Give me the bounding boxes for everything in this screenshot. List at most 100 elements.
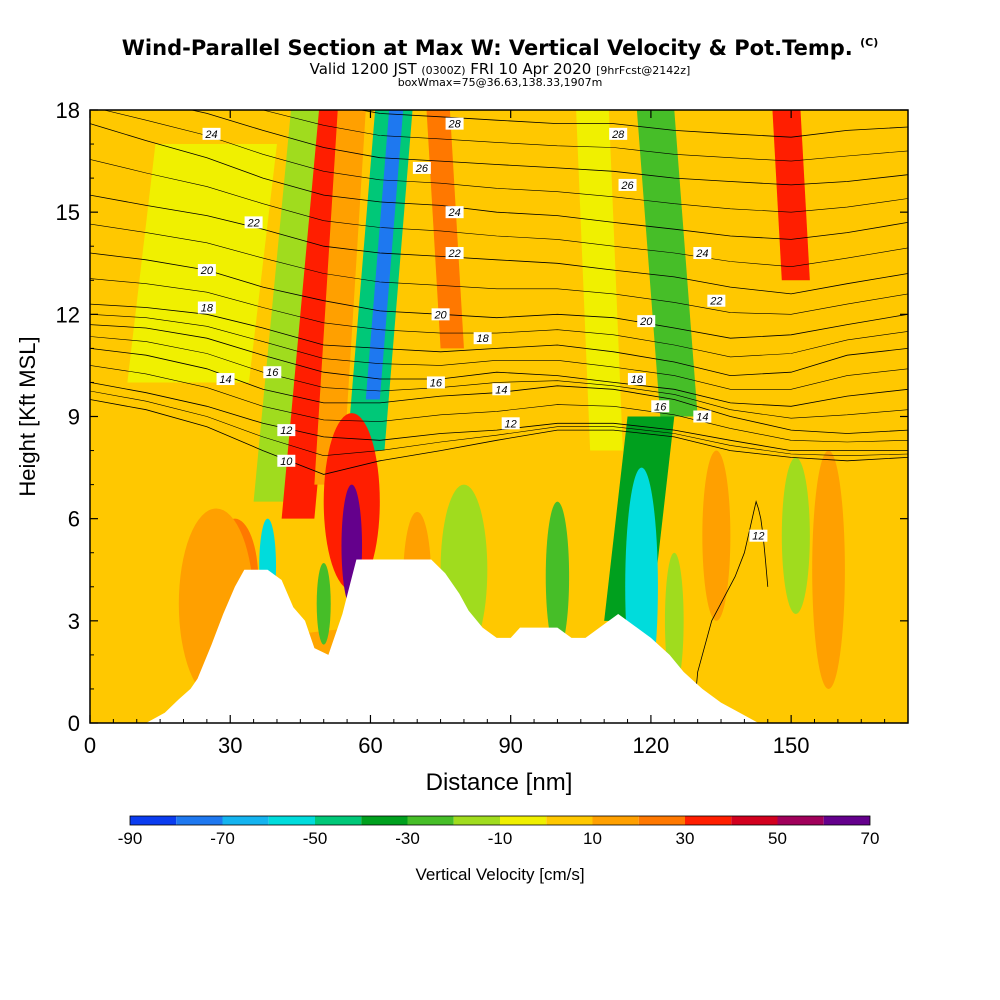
theta-contour-minor [90,223,908,315]
colorbar-tick-label: -70 [210,829,235,848]
theta-contour-minor [261,110,908,162]
contour-label-text: 26 [620,180,634,192]
contour-label-text: 16 [266,367,279,379]
contour-labels: 24 22 20 18 14 16 12 10 28 26 24 22 20 18 16 14 12 28 26 24… [197,117,768,543]
contour-label-bg [202,127,221,140]
velocity-blob [812,450,845,689]
valid-date: FRI 10 Apr 2020 [470,60,592,78]
contour-label-bg [473,332,492,345]
contour-label-20: 20 [431,308,450,321]
contour-label-text: 24 [447,207,460,219]
colorbar-swatch [638,816,685,825]
valid-time: Valid 1200 JST [309,60,417,78]
velocity-blob [664,552,684,689]
valid-utc: (0300Z) [421,64,466,77]
contour-label-bg [445,247,464,260]
axes: 0 30 60 90 120 150 0 3 6 9 12 15 18 Distance [nm] Heig… [15,98,908,796]
contour-label-bg [216,373,235,386]
contour-label-18: 18 [627,373,646,386]
velocity-band [426,110,464,349]
theta-contour-10 [90,399,908,475]
contour-label-bg [627,373,646,386]
theta-contour-12 [90,382,908,451]
y-tick-label: 6 [68,507,80,532]
contour-label-text: 22 [447,248,460,260]
theta-contour-24 [90,123,908,240]
contour-label-text: 28 [447,119,461,131]
contour-label-text: 10 [280,456,293,468]
colorbar-swatch [315,816,362,825]
contour-label-bg [445,117,464,130]
y-tick-label: 3 [68,609,80,634]
chart-title: Wind-Parallel Section at Max W: Vertical… [0,36,1000,60]
theta-contour-minor [90,314,908,390]
contour-label-18: 18 [473,332,492,345]
velocity-band [576,110,623,451]
contour-label-text: 24 [695,248,708,260]
terrain-mask [90,559,908,723]
contour-label-bg [277,454,296,467]
theta-contour-minor [90,365,908,443]
theta-contour-minor [102,110,908,213]
contour-label-10: 10 [277,454,296,468]
contour-label-bg [651,400,670,413]
contour-label-text: 14 [696,412,708,424]
contour-label-text: 28 [611,129,625,141]
theta-contour-minor [90,159,908,268]
contour-label-16: 16 [426,376,445,389]
contour-label-24: 24 [445,206,464,219]
contour-label-28: 28 [445,117,464,131]
colorbar-swatch [685,816,732,825]
contour-label-18: 18 [197,301,216,315]
contour-label-12: 12 [277,424,296,437]
theta-contour-26 [189,110,908,186]
theta-contour-28 [358,110,908,138]
contour-label-26: 26 [618,178,637,192]
theta-contour-20 [90,252,908,339]
contour-label-14: 14 [693,410,712,424]
velocity-band [636,110,698,417]
contour-label-text: 18 [477,333,490,345]
velocity-blob [702,450,731,621]
colorbar: -90 -70 -50 -30 -10 10 30 50 70 Vertical Velocity… [118,815,879,884]
contour-label-bg [637,315,656,328]
contour-label-12: 12 [501,417,520,430]
colorbar-swatch [130,816,177,825]
x-tick-label: 60 [358,733,382,758]
contour-label-text: 20 [200,265,214,277]
colorbar-swatch [823,816,870,825]
contour-label-bg [244,216,263,229]
contour-label-24: 24 [693,247,712,260]
y-tick-label: 0 [68,711,80,736]
theta-contour-18 [90,303,908,377]
box-info: boxWmax=75@36.63,138.33,1907m [397,76,603,89]
contour-label-bg [693,247,712,260]
colorbar-tick-label: -30 [395,829,420,848]
colorbar-swatch [500,816,547,825]
theta-contour-16 [90,324,908,407]
colorbar-swatch [222,816,269,825]
chart-subtitle: Valid 1200 JST (0300Z) FRI 10 Apr 2020 [… [0,60,1000,78]
terrain [90,559,908,723]
contour-label-text: 14 [495,384,507,396]
x-tick-label: 150 [773,733,810,758]
contour-label-22: 22 [244,216,263,229]
contour-label-14: 14 [492,383,511,396]
contour-label-text: 16 [430,377,443,389]
contour-label-text: 18 [201,303,214,315]
y-axis-label: Height [Kft MSL] [15,336,40,496]
y-tick-label: 18 [56,98,80,123]
contour-label-bg [426,376,445,389]
contour-label-text: 18 [631,374,644,386]
contour-label-bg [197,301,216,314]
contour-label-text: 12 [280,425,292,437]
contour-label-20: 20 [197,264,216,277]
colorbar-swatch [453,816,500,825]
contour-label-bg [197,264,216,277]
theta-contour-minor [90,390,908,457]
x-tick-label: 0 [84,733,96,758]
contour-label-bg [693,410,712,423]
contour-label-12: 12 [749,529,768,543]
x-axis-label: Distance [nm] [426,769,573,796]
